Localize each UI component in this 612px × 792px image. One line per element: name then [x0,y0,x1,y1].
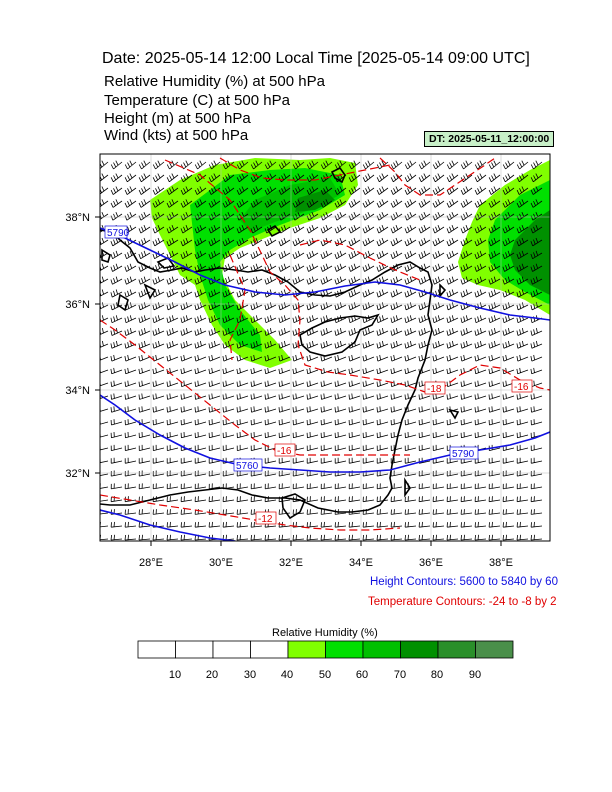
colorbar-box [137,640,176,659]
temp-label-4: -12 [258,514,273,525]
colorbar-box [362,640,401,659]
cb-label-70: 70 [393,669,407,681]
lat-tick-32: 32°N [65,468,90,480]
cb-label-30: 30 [243,669,257,681]
cb-label-60: 60 [355,669,369,681]
header-height: Height (m) at 500 hPa [104,110,251,127]
coastlines [100,166,460,520]
colorbar-box [400,640,439,659]
cb-label-90: 90 [468,669,482,681]
cb-label-10: 10 [168,669,182,681]
height-label-1: 5760 [236,461,259,472]
colorbar-box [212,640,251,659]
lon-tick-32: 32°E [279,557,303,569]
lon-tick-30: 30°E [209,557,233,569]
colorbar-box [475,640,514,659]
colorbar-box [175,640,214,659]
header-temp: Temperature (C) at 500 hPa [104,92,290,109]
plot-frame [99,153,551,542]
colorbar-box [325,640,364,659]
humidity-shading [150,158,550,368]
lon-tick-34: 34°E [349,557,373,569]
temp-label-2: -16 [277,446,292,457]
lat-tick-36: 36°N [65,299,90,311]
height-contours [100,227,550,541]
lat-tick-34: 34°N [65,385,90,397]
dt-label: DT: 2025-05-11_12:00:00 [424,131,555,147]
height-label-2: 5790 [452,449,475,460]
grid-lines [100,154,550,541]
axis-labels: 28°E 30°E 32°E 34°E 36°E 38°E 38°N 36°N … [65,212,513,569]
height-legend: Height Contours: 5600 to 5840 by 60 [370,576,558,588]
lon-tick-28: 28°E [139,557,163,569]
lat-tick-38: 38°N [65,212,90,224]
temperature-legend: Temperature Contours: -24 to -8 by 2 [368,596,557,608]
cb-label-80: 80 [430,669,444,681]
colorbar-box [250,640,289,659]
header-wind: Wind (kts) at 500 hPa [104,127,249,144]
cb-label-40: 40 [280,669,294,681]
temperature-contours [100,157,550,531]
temp-label-3: -16 [514,382,529,393]
lon-tick-36: 36°E [419,557,443,569]
cb-label-50: 50 [318,669,332,681]
colorbar-box [287,640,326,659]
lon-tick-38: 38°E [489,557,513,569]
contour-labels: 5760 5790 5790 -18 -16 -16 -12 [104,225,533,525]
colorbar-title: Relative Humidity (%) [272,627,378,639]
header-rh: Relative Humidity (%) at 500 hPa [104,73,325,90]
height-label-3: 5790 [107,228,130,239]
axis-ticks [95,216,502,546]
map-title: Date: 2025-05-14 12:00 Local Time [2025-… [102,50,530,67]
temp-label-1: -18 [427,384,442,395]
colorbar-box [437,640,476,659]
cb-label-20: 20 [205,669,219,681]
colorbar [137,640,514,659]
